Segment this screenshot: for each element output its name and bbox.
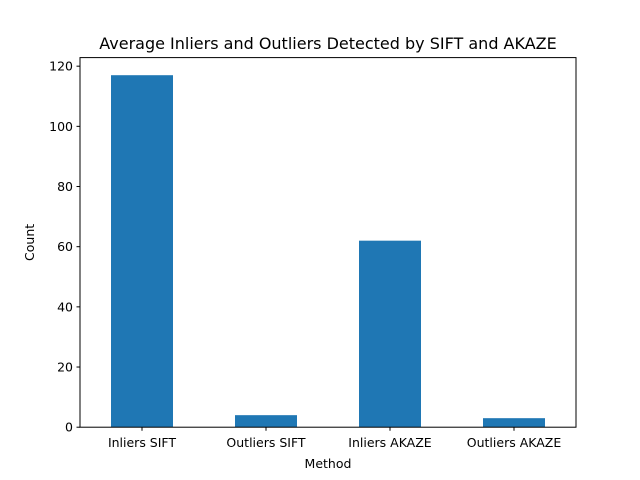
y-tick-label: 100 [49, 119, 73, 134]
y-axis: 0 20 40 60 80 100 120 [49, 59, 80, 435]
y-tick-label: 0 [65, 420, 73, 435]
y-axis-label: Count [22, 224, 37, 261]
chart-title: Average Inliers and Outliers Detected by… [99, 34, 556, 53]
plot-frame [79, 57, 577, 428]
bars-layer [111, 75, 545, 428]
x-axis: Inliers SIFT Outliers SIFT Inliers AKAZE Ou… [108, 427, 561, 450]
x-tick-label: Inliers SIFT [108, 435, 176, 450]
bar-inliers-akaze [359, 240, 421, 428]
bar-outliers-sift [235, 415, 297, 428]
y-tick-label: 120 [49, 59, 73, 74]
y-tick-label: 80 [57, 179, 73, 194]
bar-inliers-sift [111, 75, 173, 428]
x-axis-label: Method [305, 456, 352, 471]
bar-outliers-akaze [483, 418, 545, 428]
y-tick-label: 20 [57, 360, 73, 375]
x-tick-label: Inliers AKAZE [348, 435, 432, 450]
x-tick-label: Outliers AKAZE [467, 435, 562, 450]
x-tick-label: Outliers SIFT [226, 435, 306, 450]
y-tick-label: 60 [57, 239, 73, 254]
y-tick-label: 40 [57, 299, 73, 314]
